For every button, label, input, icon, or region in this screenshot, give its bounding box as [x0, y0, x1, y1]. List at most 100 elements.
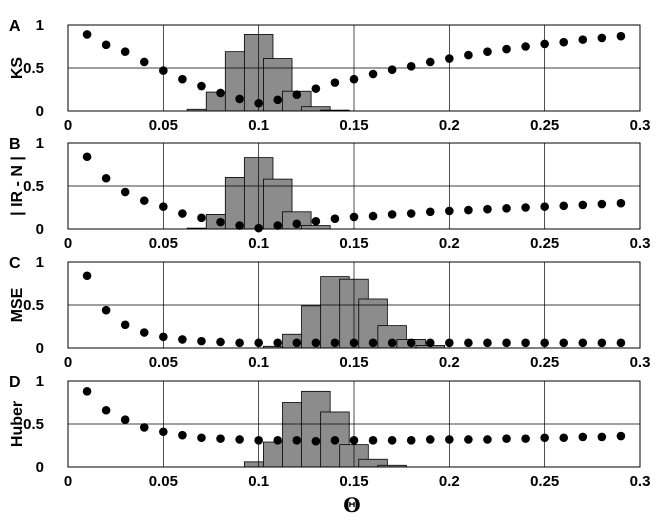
y-axis-label: MSE [9, 287, 26, 322]
y-tick-label: 0 [36, 221, 44, 238]
y-tick-label: 1 [36, 254, 44, 271]
data-point [559, 433, 569, 443]
data-point [425, 207, 435, 217]
panel-d: 0 0.05 0.1 0.15 0.2 0.25 0.3 0 0.5 1 Huber D [9, 373, 650, 490]
y-tick-label: 1 [36, 373, 44, 390]
data-point [273, 436, 283, 445]
x-tick-label: 0.2 [439, 354, 460, 371]
data-point [464, 50, 473, 60]
panel-letter: A [9, 18, 21, 35]
data-point [483, 204, 492, 214]
plot-frame [67, 142, 641, 230]
data-point [616, 431, 626, 441]
data-point [216, 217, 225, 227]
x-tick-label: 0.25 [530, 354, 559, 371]
panel-a: 0 0.05 0.1 0.15 0.2 0.25 0.3 0 0.5 1 KS A [9, 17, 650, 134]
x-tick-label: 0.3 [630, 354, 651, 371]
data-point [101, 40, 111, 50]
data-point [578, 338, 588, 348]
data-point [445, 206, 454, 216]
x-tick-label: 0.25 [530, 473, 559, 490]
data-point [368, 338, 378, 348]
y-tick-label: 0.5 [23, 416, 44, 433]
data-point [292, 338, 302, 348]
y-tick-label: 0.5 [23, 60, 44, 77]
data-point [559, 37, 569, 47]
data-point [425, 435, 435, 444]
data-point [82, 152, 92, 162]
x-tick-label: 0.2 [439, 473, 460, 490]
data-point [368, 211, 378, 221]
data-point [616, 338, 626, 348]
x-tick-label: 0 [64, 473, 72, 490]
data-point [178, 430, 187, 440]
data-point [82, 271, 92, 281]
data-point [464, 435, 473, 444]
y-axis-label: KS [9, 57, 26, 80]
data-point [349, 338, 359, 348]
histogram-bar [301, 225, 331, 230]
data-point [521, 42, 530, 51]
data-point [483, 47, 492, 56]
data-point [101, 305, 111, 315]
data-point [254, 223, 263, 233]
x-tick-label: 0.15 [339, 117, 368, 134]
data-point [406, 209, 416, 218]
data-point [82, 387, 92, 396]
data-point [101, 173, 111, 183]
panel-letter: C [9, 255, 21, 272]
y-tick-label: 0.5 [23, 297, 44, 314]
data-point [235, 435, 244, 444]
data-point [559, 338, 569, 348]
data-point [197, 336, 206, 346]
data-point [159, 332, 168, 342]
data-point [120, 47, 130, 56]
y-tick-label: 0 [36, 340, 44, 357]
data-point [139, 328, 149, 337]
plot-frame [67, 380, 641, 468]
data-point [521, 338, 530, 348]
x-tick-label: 0.05 [149, 354, 178, 371]
x-tick-label: 0.1 [248, 117, 269, 134]
data-point [387, 436, 397, 445]
data-point [464, 338, 473, 348]
data-point [387, 338, 397, 348]
data-point [139, 57, 149, 67]
data-point [178, 335, 187, 344]
data-point [330, 338, 340, 348]
data-point [368, 436, 378, 445]
data-point [139, 196, 149, 205]
data-point [159, 202, 168, 211]
data-point [159, 66, 168, 75]
data-point [82, 30, 92, 39]
y-tick-label: 0 [36, 459, 44, 476]
y-axis-label: | IR - N | [9, 156, 26, 216]
data-point [578, 35, 588, 44]
data-point [597, 33, 607, 43]
data-point [425, 57, 435, 67]
x-tick-label: 0 [64, 235, 72, 252]
data-point [540, 433, 549, 443]
data-point [502, 434, 511, 443]
x-tick-label: 0.15 [339, 235, 368, 252]
x-tick-label: 0.05 [149, 235, 178, 252]
x-axis-label: Θ [343, 493, 360, 517]
data-point [330, 436, 340, 445]
data-point [521, 434, 530, 443]
data-point [540, 202, 549, 211]
data-point [559, 201, 569, 211]
x-tick-label: 0.05 [149, 117, 178, 134]
data-point [254, 338, 263, 348]
data-point [197, 81, 206, 91]
data-point [292, 219, 302, 229]
x-tick-label: 0.3 [630, 473, 651, 490]
data-point [368, 69, 378, 79]
y-tick-label: 0 [36, 103, 44, 120]
x-tick-label: 0.3 [630, 235, 651, 252]
data-point [101, 405, 111, 415]
data-point [597, 432, 607, 442]
data-point [197, 213, 206, 223]
data-point [235, 221, 244, 230]
x-tick-label: 0.1 [248, 354, 269, 371]
